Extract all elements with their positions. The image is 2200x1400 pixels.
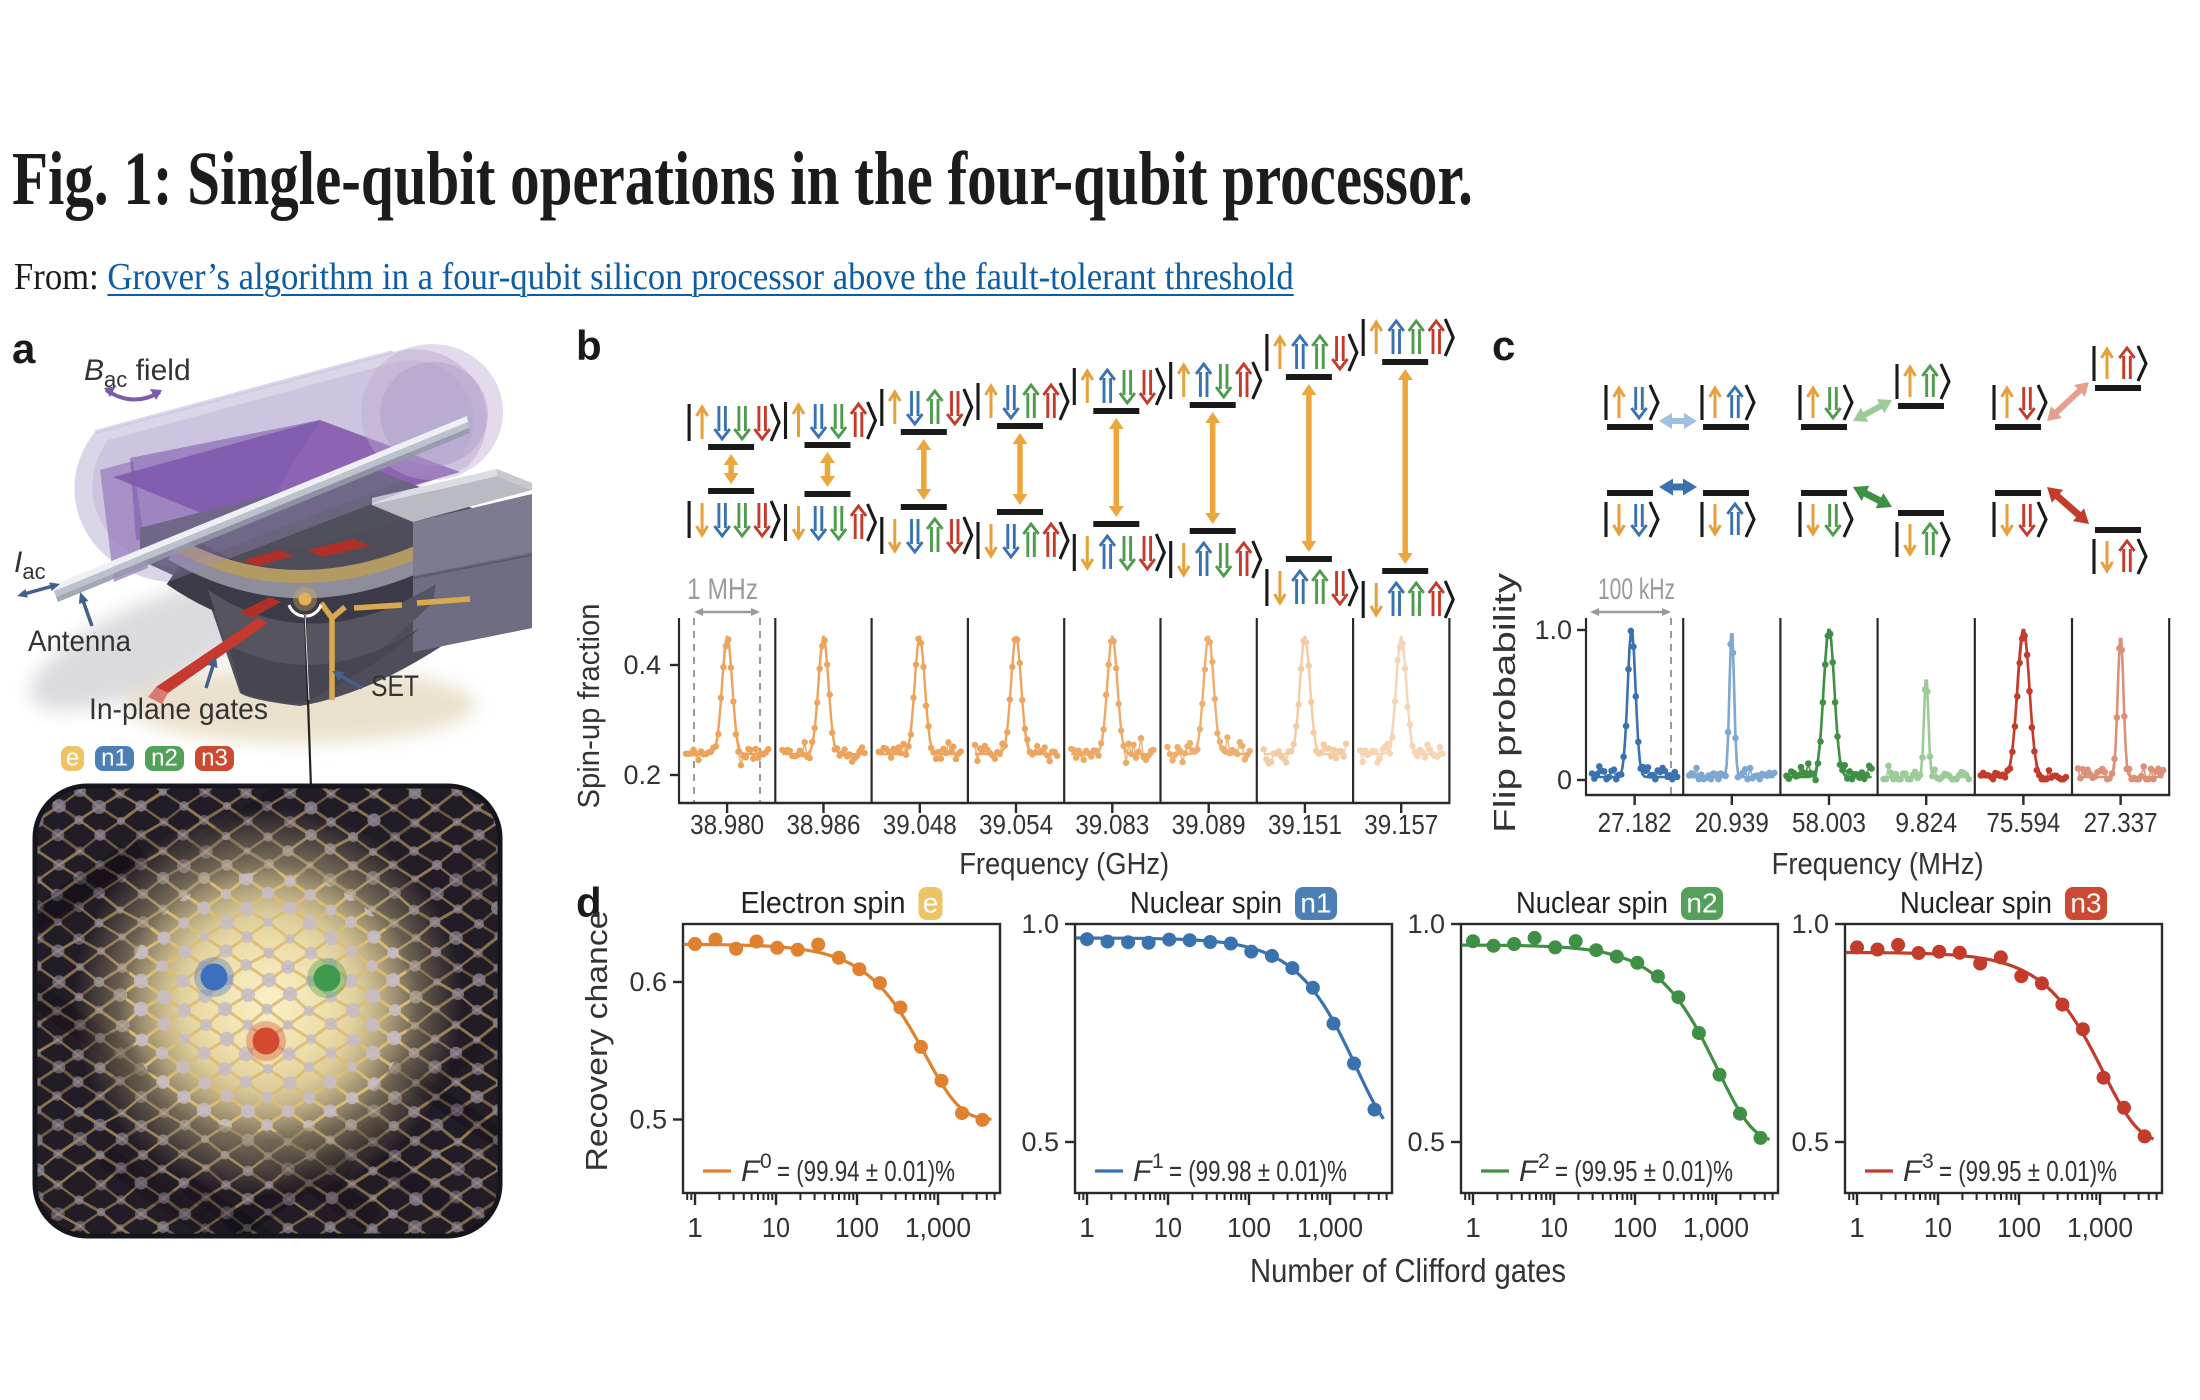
svg-text:3: 3 bbox=[1922, 1150, 1934, 1173]
svg-text:10: 10 bbox=[1924, 1212, 1952, 1243]
svg-text:Recovery chance: Recovery chance bbox=[579, 911, 614, 1172]
svg-text:n2: n2 bbox=[1686, 888, 1717, 919]
svg-text:= (99.95 ± 0.01)%: = (99.95 ± 0.01)% bbox=[1939, 1156, 2117, 1188]
svg-text:n3: n3 bbox=[2070, 888, 2101, 919]
svg-text:0.2: 0.2 bbox=[623, 760, 661, 790]
svg-text:10: 10 bbox=[1540, 1212, 1568, 1243]
svg-text:38.980: 38.980 bbox=[690, 809, 764, 840]
svg-text:1: 1 bbox=[1849, 1212, 1865, 1243]
svg-text:n1: n1 bbox=[1300, 888, 1331, 919]
svg-text:1: 1 bbox=[1079, 1212, 1095, 1243]
svg-text:1: 1 bbox=[1465, 1212, 1481, 1243]
svg-text:Nuclear spin: Nuclear spin bbox=[1900, 885, 2052, 920]
svg-text:= (99.95 ± 0.01)%: = (99.95 ± 0.01)% bbox=[1555, 1156, 1733, 1188]
svg-text:Antenna: Antenna bbox=[28, 625, 131, 658]
svg-text:39.089: 39.089 bbox=[1172, 809, 1246, 840]
svg-text:39.048: 39.048 bbox=[883, 809, 957, 840]
svg-text:F: F bbox=[1903, 1155, 1923, 1188]
svg-text:1,000: 1,000 bbox=[2067, 1212, 2133, 1243]
svg-text:100: 100 bbox=[1997, 1212, 2041, 1243]
svg-text:F: F bbox=[741, 1155, 761, 1188]
svg-text:= (99.94 ± 0.01)%: = (99.94 ± 0.01)% bbox=[777, 1156, 955, 1188]
svg-text:Iac: Iac bbox=[14, 546, 46, 584]
svg-text:Bac field: Bac field bbox=[84, 354, 191, 392]
svg-text:58.003: 58.003 bbox=[1792, 807, 1866, 838]
svg-text:1.0: 1.0 bbox=[1534, 615, 1572, 645]
svg-text:= (99.98 ± 0.01)%: = (99.98 ± 0.01)% bbox=[1169, 1156, 1347, 1188]
svg-text:0.5: 0.5 bbox=[629, 1105, 667, 1135]
svg-text:39.157: 39.157 bbox=[1364, 809, 1438, 840]
svg-text:c: c bbox=[1492, 322, 1515, 369]
svg-text:0.6: 0.6 bbox=[629, 967, 667, 997]
svg-text:1 MHz: 1 MHz bbox=[687, 573, 758, 606]
svg-text:Spin-up fraction: Spin-up fraction bbox=[571, 604, 606, 809]
svg-text:Frequency (GHz): Frequency (GHz) bbox=[959, 846, 1169, 881]
svg-text:1,000: 1,000 bbox=[1297, 1212, 1363, 1243]
svg-text:0: 0 bbox=[1557, 765, 1572, 795]
svg-text:n1: n1 bbox=[101, 745, 128, 772]
svg-text:100: 100 bbox=[1227, 1212, 1271, 1243]
svg-text:SET: SET bbox=[371, 670, 419, 703]
svg-text:20.939: 20.939 bbox=[1695, 807, 1769, 838]
svg-text:Nuclear spin: Nuclear spin bbox=[1516, 885, 1668, 920]
svg-text:0.5: 0.5 bbox=[1021, 1127, 1059, 1157]
svg-text:n3: n3 bbox=[201, 745, 228, 772]
svg-text:Electron spin: Electron spin bbox=[741, 885, 906, 920]
svg-text:0.5: 0.5 bbox=[1407, 1127, 1445, 1157]
svg-text:b: b bbox=[576, 322, 602, 369]
svg-text:1: 1 bbox=[1152, 1150, 1164, 1173]
svg-text:In-plane gates: In-plane gates bbox=[89, 693, 268, 726]
svg-text:1.0: 1.0 bbox=[1021, 909, 1059, 939]
svg-text:0.4: 0.4 bbox=[623, 650, 661, 680]
svg-text:n2: n2 bbox=[151, 745, 178, 772]
svg-text:Frequency (MHz): Frequency (MHz) bbox=[1772, 846, 1984, 881]
svg-text:75.594: 75.594 bbox=[1986, 807, 2060, 838]
svg-text:27.182: 27.182 bbox=[1598, 807, 1672, 838]
svg-text:F: F bbox=[1519, 1155, 1539, 1188]
svg-text:39.083: 39.083 bbox=[1075, 809, 1149, 840]
svg-text:10: 10 bbox=[1154, 1212, 1182, 1243]
svg-text:27.337: 27.337 bbox=[2084, 807, 2158, 838]
svg-text:100: 100 bbox=[835, 1212, 879, 1243]
svg-text:Flip probability: Flip probability bbox=[1487, 572, 1522, 833]
svg-text:1: 1 bbox=[687, 1212, 703, 1243]
svg-text:a: a bbox=[12, 325, 36, 372]
svg-text:d: d bbox=[576, 879, 602, 926]
svg-text:1.0: 1.0 bbox=[1407, 909, 1445, 939]
svg-text:e: e bbox=[66, 745, 79, 772]
svg-text:10: 10 bbox=[762, 1212, 790, 1243]
svg-text:9.824: 9.824 bbox=[1895, 807, 1957, 838]
svg-text:e: e bbox=[923, 888, 939, 919]
svg-text:F: F bbox=[1133, 1155, 1153, 1188]
svg-text:39.054: 39.054 bbox=[979, 809, 1053, 840]
svg-text:Nuclear spin: Nuclear spin bbox=[1130, 885, 1282, 920]
svg-text:1,000: 1,000 bbox=[905, 1212, 971, 1243]
svg-text:0: 0 bbox=[760, 1150, 772, 1173]
svg-text:100 kHz: 100 kHz bbox=[1598, 573, 1675, 606]
svg-text:1,000: 1,000 bbox=[1683, 1212, 1749, 1243]
svg-text:2: 2 bbox=[1538, 1150, 1550, 1173]
svg-text:0.5: 0.5 bbox=[1791, 1127, 1829, 1157]
svg-text:39.151: 39.151 bbox=[1268, 809, 1342, 840]
svg-text:100: 100 bbox=[1613, 1212, 1657, 1243]
svg-text:1.0: 1.0 bbox=[1791, 909, 1829, 939]
svg-text:38.986: 38.986 bbox=[786, 809, 860, 840]
svg-text:Number of Clifford gates: Number of Clifford gates bbox=[1250, 1252, 1566, 1289]
